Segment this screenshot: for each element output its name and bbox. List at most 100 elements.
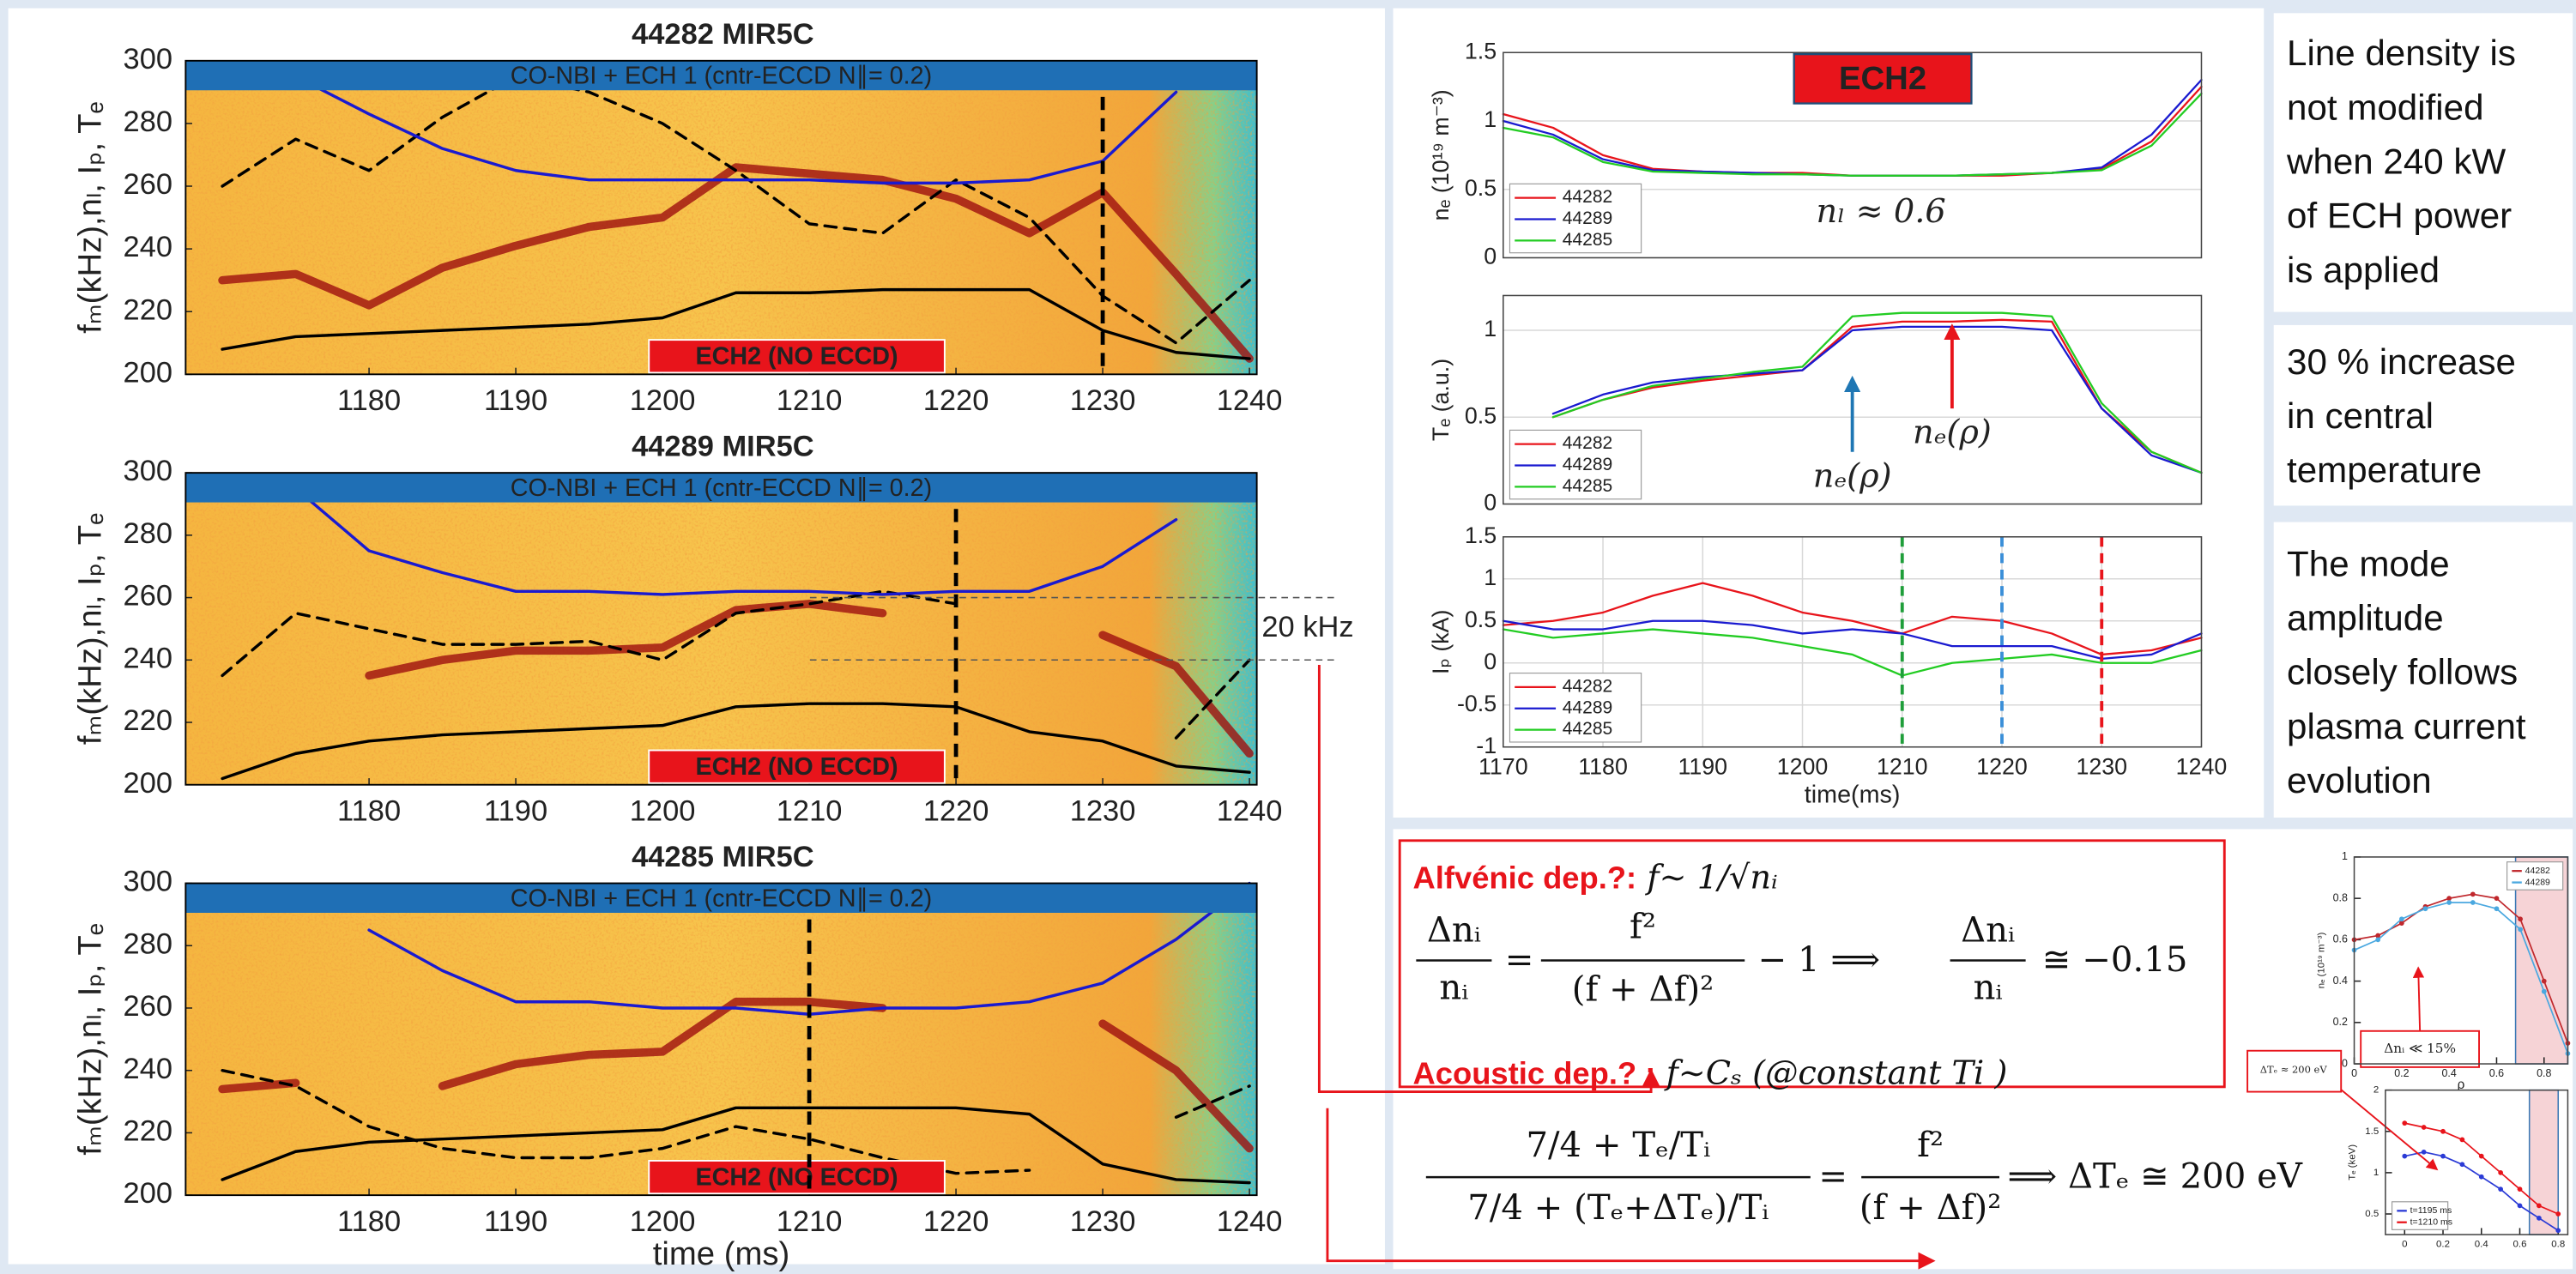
marker — [2459, 1162, 2465, 1168]
marker — [2398, 916, 2404, 922]
operator: = — [1818, 1157, 1847, 1197]
series-line — [1502, 582, 2203, 656]
marker — [2375, 933, 2381, 939]
y-tick-label: 280 — [124, 517, 172, 550]
note-box — [2246, 1049, 2343, 1093]
legend-box — [2391, 1201, 2449, 1230]
legend-label: t=1195 ms — [2410, 1205, 2452, 1216]
marker — [2498, 1170, 2504, 1175]
marker — [2422, 906, 2428, 912]
legend-label: 44285 — [1563, 719, 1613, 739]
x-tick-label: 0.4 — [2475, 1240, 2489, 1250]
x-tick-label: 1180 — [1578, 754, 1628, 780]
y-tick-label: 1.5 — [1465, 522, 1497, 548]
y-axis-label: nₑ (10¹⁹ m⁻³) — [1428, 89, 1454, 220]
banner — [185, 473, 1257, 503]
shaded-span — [2528, 1089, 2560, 1235]
box-line: Line density is — [2287, 33, 2516, 73]
y-tick-label: 300 — [124, 866, 172, 898]
equation-label: Alfvénic dep.?: f∼ 1/√nᵢ — [1413, 859, 1778, 897]
legend-box — [2506, 861, 2564, 891]
y-tick-label: 220 — [124, 704, 172, 737]
y-tick-label: 1.5 — [2365, 1126, 2379, 1137]
x-tick-label: 0 — [2351, 1067, 2357, 1079]
banner-text: CO-NBI + ECH 1 (cntr-ECCD N∥= 0.2) — [511, 474, 932, 502]
x-tick-label: 1220 — [1976, 754, 2028, 780]
y-tick-label: 240 — [124, 1053, 172, 1085]
x-tick-label: 1200 — [630, 794, 696, 827]
marker — [2421, 1149, 2427, 1155]
plot-frame — [1503, 294, 2203, 505]
x-tick-label: 1190 — [484, 794, 547, 827]
spectrogram-texture — [185, 883, 1257, 1196]
result: ≅ −0.15 — [2042, 940, 2188, 980]
series-line — [218, 163, 1254, 363]
result: ⟹ ΔTₑ ≅ 200 eV — [2008, 1157, 2303, 1197]
relation: f∼Cₛ (@constant Ti ) — [1655, 1054, 2007, 1092]
y-axis-label: fₘ(kHz),nₗ, Iₚ, Tₑ — [71, 923, 108, 1156]
legend-label: t=1210 ms — [2410, 1217, 2452, 1228]
banner-text: CO-NBI + ECH 1 (cntr-ECCD N∥= 0.2) — [511, 63, 932, 90]
legend-label: 44289 — [2525, 877, 2550, 887]
box-line: closely follows — [2287, 652, 2518, 692]
marker — [2470, 900, 2476, 905]
y-tick-label: 200 — [124, 1177, 172, 1210]
denominator: nᵢ — [1439, 968, 1468, 1007]
box-line: 30 % increase — [2287, 341, 2516, 382]
banner-text: CO-NBI + ECH 1 (cntr-ECCD N∥= 0.2) — [511, 885, 932, 912]
chart-title: 44285 MIR5C — [632, 841, 814, 873]
marker — [2402, 1153, 2408, 1159]
reference-label: 20 kHz — [1261, 611, 1353, 643]
x-tick-label: 0.8 — [2537, 1067, 2551, 1079]
series-line — [1502, 619, 2203, 660]
plot-frame — [1503, 536, 2203, 748]
series-line — [221, 287, 1251, 360]
x-tick-label: 1200 — [630, 1205, 696, 1238]
marker — [2478, 1153, 2484, 1159]
connector-arrow — [1326, 1108, 1936, 1270]
x-tick-label: 1180 — [337, 1205, 401, 1238]
legend-label: 44285 — [1563, 476, 1613, 496]
plot-frame — [2385, 1089, 2569, 1235]
y-tick-label: 280 — [124, 106, 172, 138]
box-line: when 240 kW — [2286, 141, 2506, 181]
text-boxes: Line density is not modified when 240 kW… — [2286, 33, 2526, 800]
x-tick-label: 1230 — [1070, 1205, 1136, 1238]
y-tick-label: 1.5 — [1465, 38, 1497, 63]
y-tick-label: 1 — [1484, 316, 1497, 341]
x-tick-label: 1190 — [484, 1205, 547, 1238]
y-axis-label: Iₚ (kA) — [1428, 610, 1454, 674]
x-tick-label: 1180 — [337, 794, 401, 827]
marker — [2446, 896, 2452, 902]
box-line: not modified — [2287, 87, 2483, 127]
plot-frame — [184, 882, 1258, 1197]
box-line: in central — [2287, 395, 2434, 436]
numerator: Δnᵢ — [1427, 910, 1481, 950]
label-text: ECH2 (NO ECCD) — [696, 1164, 898, 1192]
box-line: The mode — [2287, 543, 2450, 583]
y-tick-label: 0 — [1484, 490, 1497, 516]
banner — [185, 60, 1257, 91]
box-line: is applied — [2287, 250, 2440, 290]
chart-title: 44282 MIR5C — [632, 18, 814, 51]
note: ΔTₑ ≈ 200 eV — [2260, 1064, 2328, 1076]
y-tick-label: 0.5 — [1465, 607, 1497, 632]
y-tick-label: 260 — [124, 168, 172, 201]
y-tick-label: 0.6 — [2333, 933, 2348, 945]
numerator: f² — [1630, 908, 1656, 947]
y-tick-label: 240 — [124, 231, 172, 263]
equation-label: Acoustic dep.? : f∼Cₛ (@constant Ti ) — [1413, 1054, 2008, 1092]
y-axis-label: fₘ(kHz),nₗ, Iₚ, Tₑ — [71, 513, 108, 746]
plot-frame — [1503, 51, 2203, 259]
legend-label: 44289 — [1563, 455, 1613, 474]
note-arrow — [2412, 966, 2425, 1031]
y-tick-label: 2 — [2373, 1085, 2379, 1096]
series-line — [221, 1106, 1251, 1185]
y-tick-label: 220 — [124, 1115, 172, 1148]
marker — [2498, 1186, 2504, 1192]
x-tick-label: 0.6 — [2513, 1240, 2527, 1250]
operator: − 1 ⟹ — [1758, 940, 1880, 980]
x-tick-label: 1200 — [1777, 754, 1829, 780]
denominator: (f + Δf)² — [1859, 1188, 2002, 1228]
